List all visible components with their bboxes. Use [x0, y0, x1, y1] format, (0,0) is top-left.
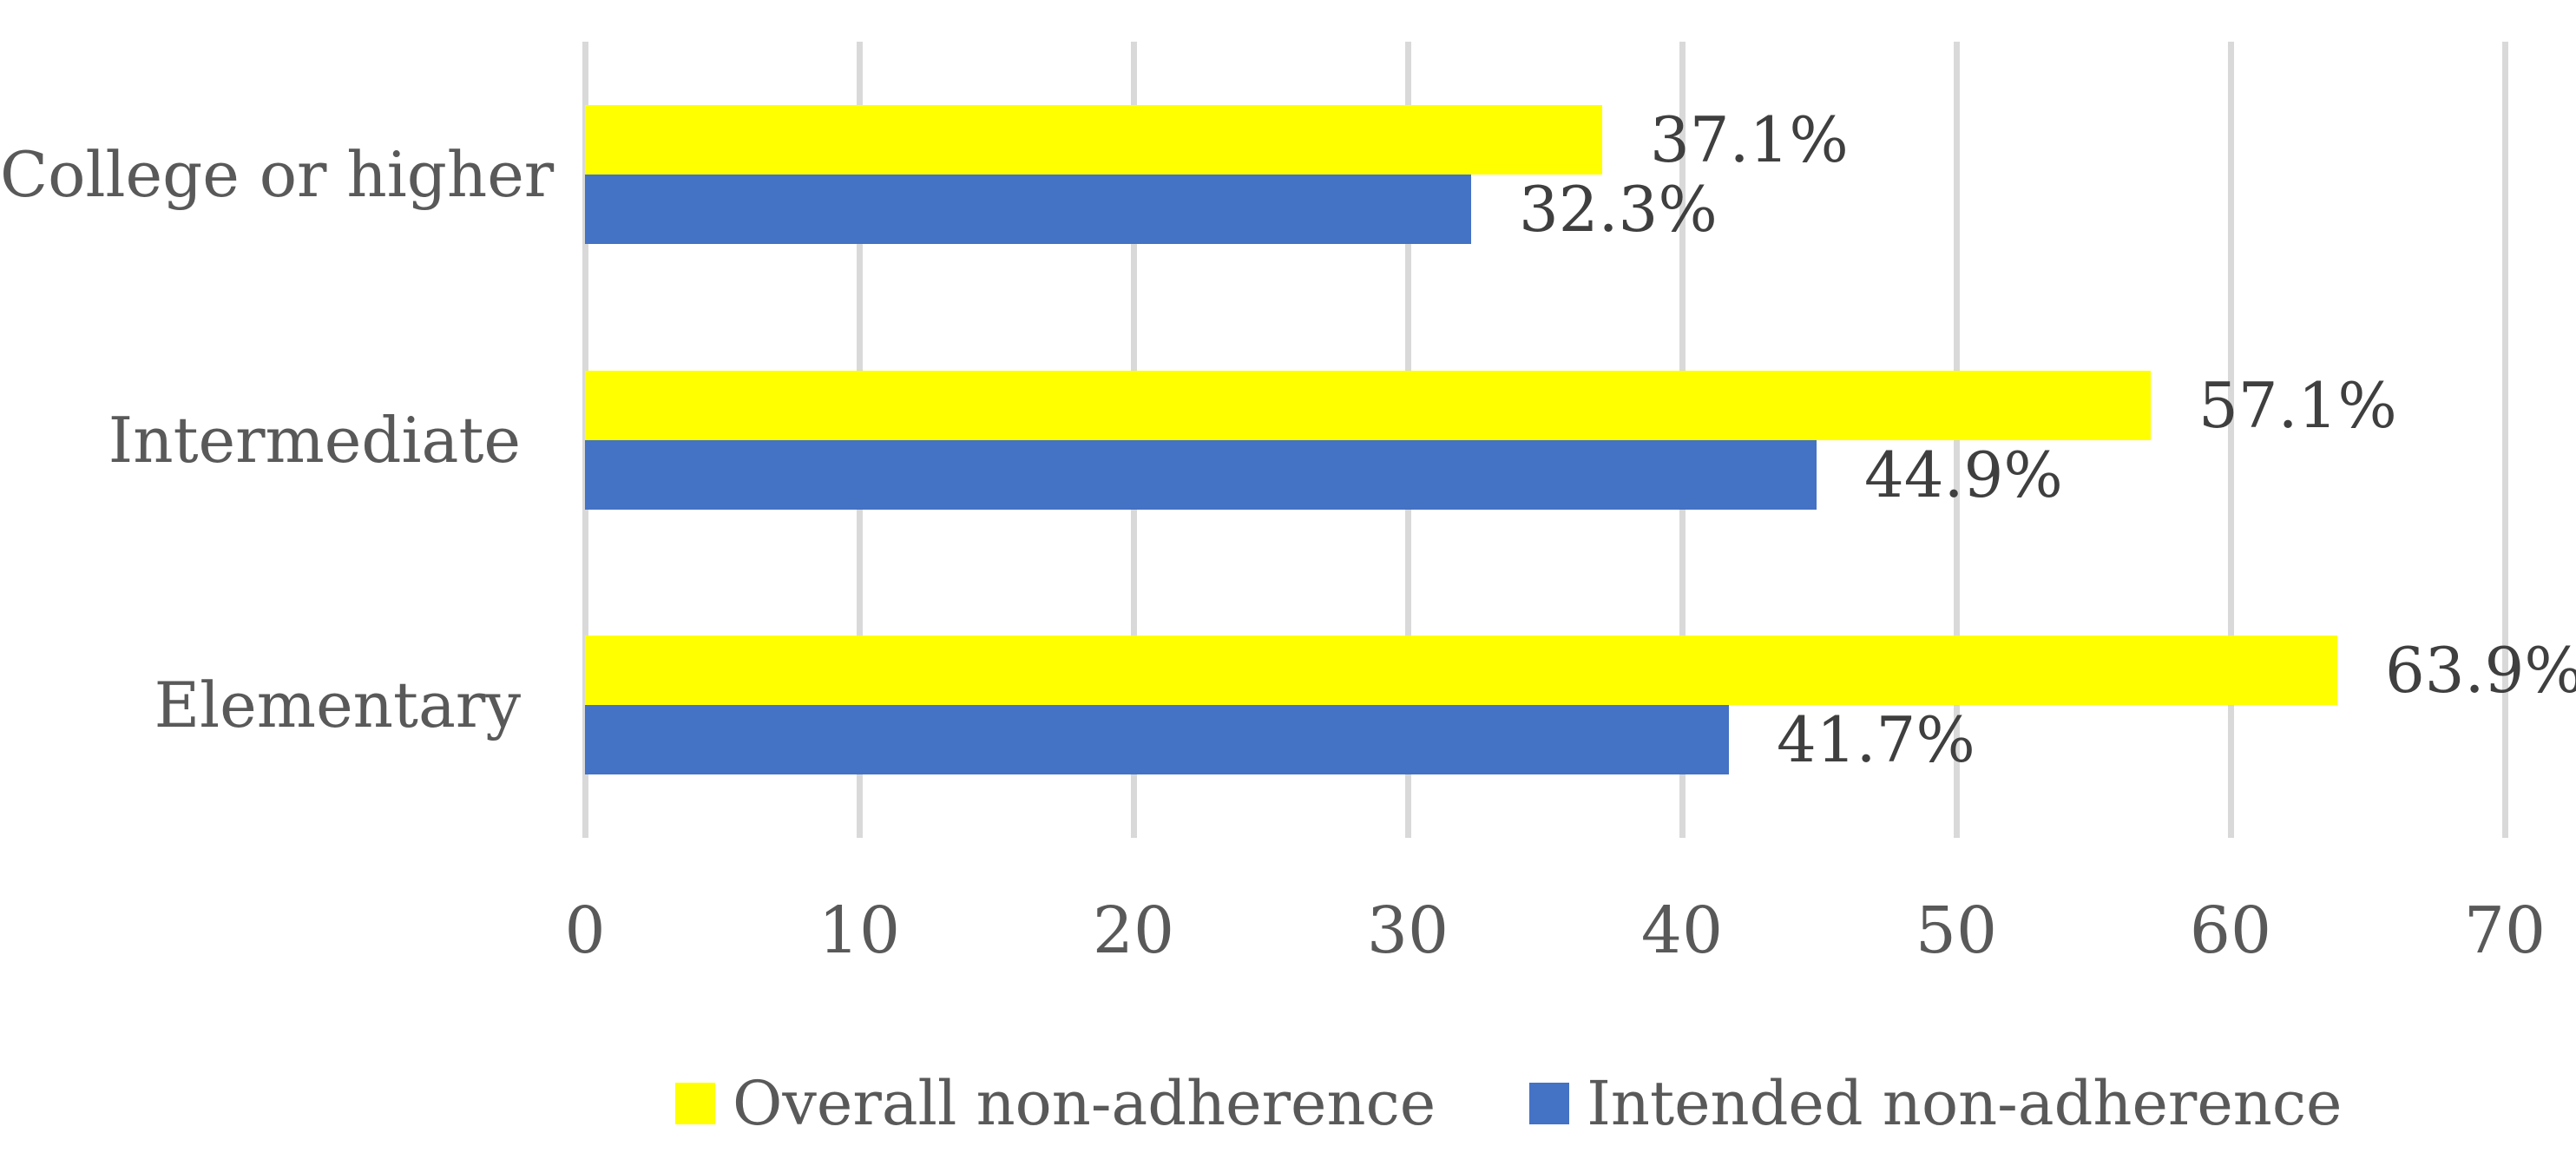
- value-label: 37.1%: [1650, 103, 1849, 176]
- value-label: 41.7%: [1777, 703, 1975, 776]
- x-tick-label: 10: [818, 893, 901, 968]
- legend-swatch-intended-non-adherence: [1529, 1083, 1570, 1124]
- category-label: College or higher: [0, 138, 555, 211]
- value-label: 63.9%: [2385, 634, 2576, 707]
- x-tick-label: 50: [1915, 893, 1998, 968]
- gridline: [2228, 42, 2234, 838]
- x-tick-label: 30: [1366, 893, 1449, 968]
- x-tick-label: 20: [1092, 893, 1175, 968]
- x-tick-label: 60: [2189, 893, 2272, 968]
- legend-item-intended-non-adherence: Intended non-adherence: [1529, 1068, 2343, 1139]
- bar-overall-non-adherence: [585, 105, 1602, 175]
- bar-overall-non-adherence: [585, 636, 2337, 705]
- legend-swatch-overall-non-adherence: [675, 1083, 715, 1124]
- category-label: Intermediate: [108, 404, 521, 477]
- value-label: 44.9%: [1864, 438, 2063, 511]
- legend-label: Overall non-adherence: [733, 1068, 1436, 1139]
- x-tick-label: 70: [2463, 893, 2546, 968]
- category-label: Elementary: [154, 669, 521, 741]
- gridline: [2502, 42, 2508, 838]
- bar-intended-non-adherence: [585, 440, 1817, 510]
- bar-intended-non-adherence: [585, 705, 1729, 774]
- x-tick-label: 0: [564, 893, 606, 968]
- legend-label: Intended non-adherence: [1587, 1068, 2343, 1139]
- bar-intended-non-adherence: [585, 175, 1471, 244]
- value-label: 57.1%: [2198, 369, 2397, 442]
- legend: Overall non-adherence Intended non-adhere…: [675, 1068, 2343, 1139]
- x-tick-label: 40: [1640, 893, 1724, 968]
- value-label: 32.3%: [1519, 173, 1718, 246]
- legend-item-overall-non-adherence: Overall non-adherence: [675, 1068, 1436, 1139]
- bar-overall-non-adherence: [585, 371, 2151, 440]
